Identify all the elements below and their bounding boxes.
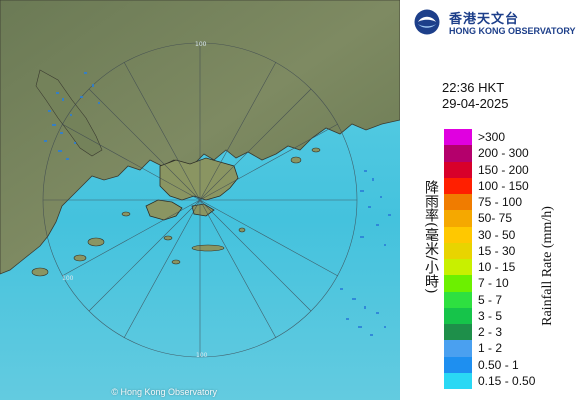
radar-map[interactable]: 100 100 100 xyxy=(0,0,400,400)
rain-echoes-west xyxy=(44,72,100,160)
legend-range-label: >300 xyxy=(478,130,506,144)
legend-swatch xyxy=(444,177,472,194)
legend-range-label: 10 - 15 xyxy=(478,260,516,274)
legend-swatch xyxy=(444,307,472,324)
legend-swatch xyxy=(444,324,472,341)
legend-range-label: 0.15 - 0.50 xyxy=(478,373,536,388)
observation-date: 29-04-2025 xyxy=(442,96,509,111)
legend-swatch xyxy=(444,372,472,389)
legend-range-label: 3 - 5 xyxy=(478,308,503,323)
legend-range-label: 30 - 50 xyxy=(478,227,516,242)
range-label-southwest: 100 xyxy=(62,275,74,282)
rain-echoes-east xyxy=(340,170,391,336)
legend-range-label: 150 - 200 xyxy=(478,162,529,177)
legend-swatch xyxy=(444,129,472,146)
range-label-north: 100 xyxy=(195,41,207,48)
axis-label-en: Rainfall Rate (mm/h) xyxy=(540,206,555,326)
legend-range-label: 7 - 10 xyxy=(478,276,509,291)
legend-range-label: 1 - 2 xyxy=(478,341,503,356)
legend-swatch xyxy=(444,275,472,292)
legend-swatch xyxy=(444,242,472,259)
hong-kong-island xyxy=(191,203,215,217)
radar-map-svg: 100 100 100 xyxy=(0,0,400,400)
legend-swatch xyxy=(444,194,472,211)
copyright-notice: © Hong Kong Observatory xyxy=(111,387,217,397)
legend-range-label: 0.50 - 1 xyxy=(478,357,519,372)
legend-range-label: 200 - 300 xyxy=(478,146,529,161)
islands xyxy=(31,147,321,277)
range-rings xyxy=(42,42,358,358)
legend-panel: 香港天文台 HONG KONG OBSERVATORY 22:36 HKT 29… xyxy=(400,0,577,400)
legend-swatch xyxy=(444,161,472,178)
legend-swatch xyxy=(444,145,472,162)
legend-range-label: 5 - 7 xyxy=(478,292,503,307)
legend-range-label: 2 - 3 xyxy=(478,325,503,339)
axis-label-zh: 降雨率(毫米/小時) xyxy=(423,180,439,294)
legend-range-label: 15 - 30 xyxy=(478,243,516,258)
legend-range-label: 100 - 150 xyxy=(478,178,529,193)
legend-swatch xyxy=(444,226,472,243)
legend-swatch xyxy=(444,291,472,308)
org-name-zh: 香港天文台 xyxy=(449,12,520,27)
legend-swatch xyxy=(444,259,472,276)
org-name-en: HONG KONG OBSERVATORY xyxy=(449,26,576,36)
legend-swatch xyxy=(444,340,472,357)
range-label-south: 100 xyxy=(196,352,208,359)
legend-swatch xyxy=(444,210,472,227)
legend-swatch xyxy=(444,356,472,373)
legend-range-label: 50- 75 xyxy=(478,211,513,226)
hko-logo-icon xyxy=(412,8,442,36)
observation-time: 22:36 HKT xyxy=(442,80,505,95)
legend-range-label: 75 - 100 xyxy=(478,195,523,209)
